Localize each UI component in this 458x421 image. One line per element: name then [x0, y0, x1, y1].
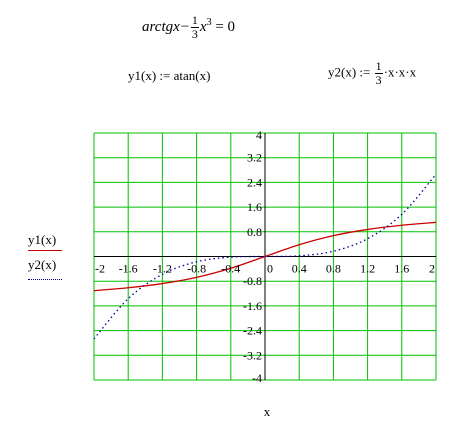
equation-rhs: = 0 — [211, 19, 236, 36]
x-tick-label: 1.2 — [360, 262, 375, 276]
x-tick-label: 2 — [429, 262, 435, 276]
y-tick-label: 3.2 — [247, 151, 262, 165]
x-tick-label: -0.4 — [221, 262, 240, 276]
definition-y1: y1(x) := atan(x) — [128, 68, 211, 83]
x-tick-label: 1.6 — [394, 262, 409, 276]
legend-label-y1: y1(x) — [28, 232, 57, 247]
series-line-y1 — [93, 221, 437, 292]
definition-y2-num: 1 — [374, 59, 383, 75]
x-tick-label: -0.8 — [187, 262, 206, 276]
equation-power: 3 — [206, 17, 212, 29]
y-tick-label: 4 — [256, 128, 262, 142]
definition-y2: y2(x) := 1 3 ·x·x·x — [328, 59, 417, 88]
definition-y2-den: 3 — [375, 73, 382, 88]
x-tick-label: -1.6 — [119, 262, 138, 276]
x-tick-label: 0.8 — [326, 262, 341, 276]
definition-y2-left: y2(x) := — [328, 64, 371, 80]
definition-y2-right: ·x·x·x — [383, 64, 417, 80]
equation-var: x — [199, 19, 207, 36]
equation-frac-num: 1 — [190, 13, 199, 29]
y-tick-label: 2.4 — [247, 175, 262, 189]
y-tick-label: 0.8 — [247, 225, 262, 239]
y-tick-label: -2.4 — [243, 324, 262, 338]
equation-minus: − — [179, 19, 190, 36]
legend: y1(x) y2(x) — [28, 232, 68, 280]
legend-line-y2 — [28, 279, 62, 280]
equation: arctgx− 1 3 x3 = 0 — [142, 13, 236, 42]
x-tick-label: 0 — [267, 262, 273, 276]
y-tick-label: -4 — [252, 371, 262, 385]
x-tick-label: -2 — [95, 262, 105, 276]
x-tick-label: 0.4 — [292, 262, 307, 276]
equation-frac-den: 3 — [191, 27, 198, 42]
y-tick-label: -0.8 — [243, 274, 262, 288]
y-tick-label: -1.6 — [243, 299, 262, 313]
x-tick-label: -1.2 — [153, 262, 172, 276]
legend-label-y2: y2(x) — [28, 257, 57, 272]
legend-line-y1 — [28, 250, 62, 251]
y-tick-label: 1.6 — [247, 200, 262, 214]
equation-lhs: arctgx — [142, 19, 180, 36]
x-axis-label: x — [264, 404, 271, 419]
y-tick-label: -3.2 — [243, 348, 262, 362]
